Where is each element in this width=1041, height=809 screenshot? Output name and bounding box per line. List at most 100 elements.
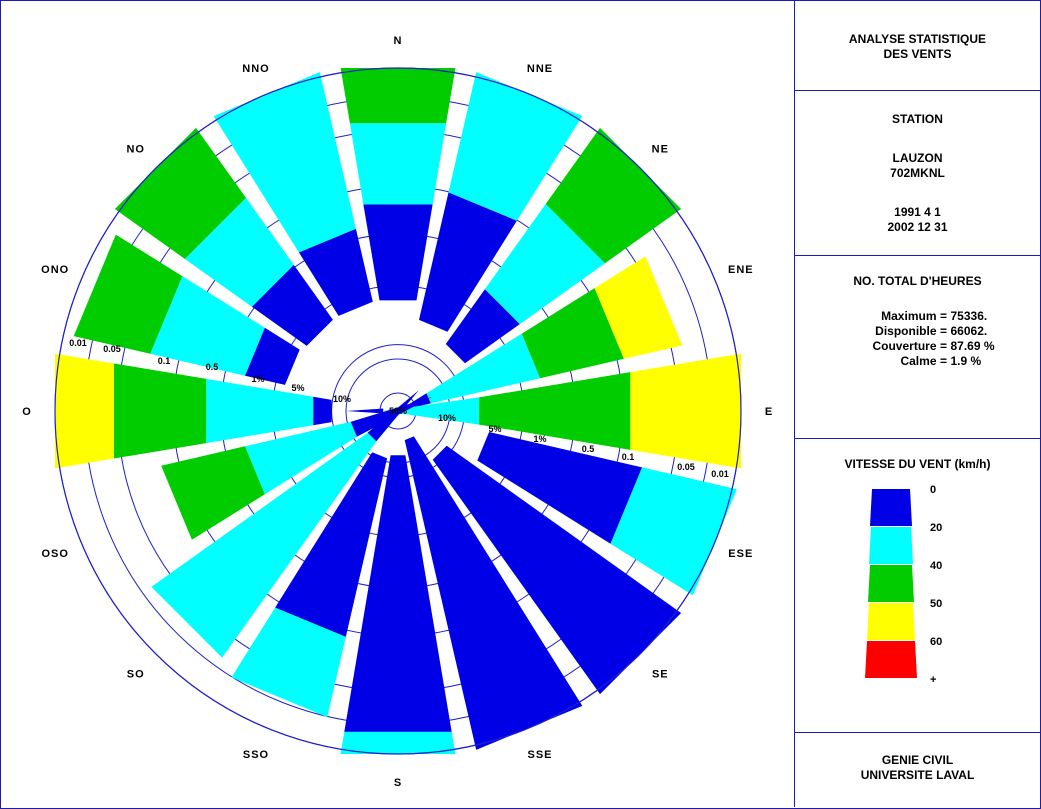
direction-label-nno: NNO [242, 63, 269, 75]
petal-ene-bin-2 [521, 288, 624, 379]
petal-ese-bin-0 [477, 432, 643, 544]
hours-stat-row: Disponible = 66062. [795, 324, 1040, 339]
direction-label-ne: NE [652, 144, 669, 156]
ring-label-west-0: 10% [333, 394, 351, 404]
direction-label-no: NO [126, 144, 145, 156]
ring-outer [54, 67, 742, 755]
petal-ene-bin-3 [594, 256, 683, 359]
petal-e-bin-0 [346, 408, 384, 414]
stat-value: 1.9 % [950, 354, 982, 368]
speed-heading: VITESSE DU VENT (km/h) [844, 457, 991, 471]
center-calm-label: 50% [389, 406, 407, 416]
station-section: STATION LAUZON 702MKNL 1991 4 1 2002 12 … [795, 91, 1040, 256]
petal-nno-bin-1 [213, 72, 356, 253]
info-panel: ANALYSE STATISTIQUE DES VENTS STATION LA… [794, 0, 1040, 807]
stat-value: 66062. [950, 324, 988, 338]
hours-heading: NO. TOTAL D'HEURES [853, 274, 982, 288]
petal-ono-bin-1 [150, 276, 265, 376]
credit-line-1: GENIE CIVIL [881, 753, 954, 767]
petal-ne-bin-0 [445, 289, 520, 364]
stat-sep: = [939, 309, 947, 323]
title-line-2: DES VENTS [883, 47, 952, 61]
petal-ne-bin-2 [545, 127, 682, 264]
ring-label-west-1: 5% [291, 383, 304, 393]
petal-oso-bin-1 [245, 421, 357, 495]
legend-swatch-0 [870, 489, 912, 526]
ring-label-west-6: 0.01 [69, 338, 87, 348]
hours-section: NO. TOTAL D'HEURES Maximum = 75336. Disponi… [795, 256, 1040, 439]
petal-sse-bin-0 [404, 436, 583, 750]
ring-label-east-2: 1% [533, 434, 546, 444]
petal-nno-bin-0 [298, 228, 373, 316]
petal-o-bin-1 [206, 378, 314, 444]
stat-label: Calme [900, 354, 937, 368]
legend-swatch-4 [865, 641, 917, 678]
direction-label-n: N [394, 35, 403, 47]
ring-label-east-0: 10% [438, 413, 456, 423]
legend-threshold-4: 60 [930, 636, 943, 648]
ring-label-west-4: 0.1 [158, 356, 171, 366]
legend-swatch-1 [869, 527, 913, 564]
direction-label-so: SO [127, 668, 145, 680]
credit-section: GENIE CIVIL UNIVERSITE LAVAL [795, 733, 1040, 807]
speed-legend-section: VITESSE DU VENT (km/h) 0 20 40 50 60 + [795, 439, 1040, 733]
station-heading: STATION [892, 112, 943, 126]
stat-value: 87.69 % [950, 339, 995, 353]
direction-label-oso: OSO [41, 548, 68, 560]
petal-oso-bin-2 [161, 446, 265, 540]
direction-label-e: E [765, 406, 773, 418]
title-line-1: ANALYSE STATISTIQUE [848, 32, 987, 46]
legend-threshold-5: + [930, 674, 937, 686]
hours-stat-row: Maximum = 75336. [795, 309, 1040, 324]
hours-stats: Maximum = 75336. Disponible = 66062. Couvertur… [795, 309, 1040, 369]
direction-label-ese: ESE [728, 548, 753, 560]
petal-o-bin-2 [114, 363, 207, 459]
petal-nne-bin-0 [419, 192, 517, 332]
petal-n-bin-2 [340, 68, 456, 124]
petal-no-bin-1 [184, 197, 294, 307]
petal-no-bin-0 [251, 264, 333, 346]
petal-sso-bin-1 [231, 607, 346, 718]
ring-label-west-2: 1% [251, 374, 264, 384]
petal-e-bin-1 [383, 397, 480, 425]
petal-so-bin-1 [151, 432, 377, 658]
ring-label-west-3: 0.5 [206, 362, 219, 372]
petal-ono-bin-0 [245, 327, 300, 385]
petal-n-bin-0 [363, 204, 433, 301]
direction-label-ono: ONO [41, 264, 69, 276]
petal-oso-bin-0 [350, 396, 433, 437]
stat-sep: = [939, 324, 947, 338]
station-code: 702MKNL [890, 166, 945, 180]
petal-e-bin-2 [479, 372, 631, 450]
stat-sep: = [939, 354, 947, 368]
stat-label: Couverture [872, 339, 937, 353]
ring-label-east-6: 0.01 [711, 469, 729, 479]
ring-label-east-4: 0.1 [622, 452, 635, 462]
petal-nne-bin-1 [448, 72, 583, 221]
petal-no-bin-2 [114, 127, 247, 260]
petal-ene-bin-1 [426, 333, 541, 404]
ring-label-east-3: 0.5 [582, 444, 595, 454]
stat-value: 75336. [950, 309, 988, 323]
petal-e-bin-3 [630, 353, 741, 469]
direction-label-sse: SSE [527, 749, 552, 761]
station-name: LAUZON [892, 151, 943, 165]
direction-label-se: SE [652, 668, 669, 680]
credit-line-2: UNIVERSITE LAVAL [860, 768, 975, 782]
direction-label-o: O [22, 406, 32, 418]
legend-threshold-0: 0 [930, 484, 937, 496]
period-end: 2002 12 31 [887, 220, 948, 234]
wind-rose-chart: N NNE NE ENE E ESE SE SSE S SSO SO OSO O ONO NO NNO 10%… [22, 35, 773, 789]
petal-ono-bin-2 [73, 234, 183, 354]
title-section: ANALYSE STATISTIQUE DES VENTS [795, 0, 1040, 91]
petal-se-bin-0 [432, 445, 682, 695]
direction-label-sso: SSO [243, 749, 269, 761]
legend-swatch-2 [868, 565, 914, 602]
petal-o-bin-0 [313, 396, 332, 426]
hours-stat-row: Calme = 1.9 % [795, 354, 1040, 369]
petal-ne-bin-1 [484, 204, 605, 325]
legend-threshold-3: 50 [930, 598, 943, 610]
stat-label: Disponible [875, 324, 937, 338]
direction-label-ene: ENE [728, 264, 754, 276]
ring-label-east-1: 5% [488, 424, 501, 434]
